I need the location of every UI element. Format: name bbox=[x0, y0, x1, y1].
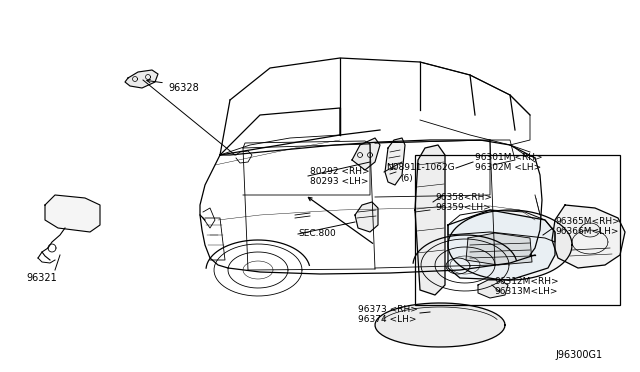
Polygon shape bbox=[466, 233, 532, 265]
Polygon shape bbox=[415, 145, 445, 295]
Text: 80293 <LH>: 80293 <LH> bbox=[310, 176, 369, 186]
Text: J96300G1: J96300G1 bbox=[555, 350, 602, 360]
Polygon shape bbox=[352, 138, 380, 170]
Text: 96301M <RH>: 96301M <RH> bbox=[475, 154, 543, 163]
Text: SEC.800: SEC.800 bbox=[298, 230, 336, 238]
Polygon shape bbox=[448, 210, 572, 280]
Text: 96321: 96321 bbox=[27, 273, 58, 283]
Text: 80292 <RH>: 80292 <RH> bbox=[310, 167, 370, 176]
Polygon shape bbox=[552, 205, 625, 268]
Text: N08911-1062G: N08911-1062G bbox=[386, 164, 454, 173]
Text: 96358<RH>: 96358<RH> bbox=[435, 193, 492, 202]
Polygon shape bbox=[385, 138, 405, 185]
Text: 96359<LH>: 96359<LH> bbox=[435, 203, 491, 212]
Text: 96374 <LH>: 96374 <LH> bbox=[358, 314, 417, 324]
Polygon shape bbox=[478, 280, 508, 298]
Polygon shape bbox=[448, 210, 555, 280]
Text: 96302M <LH>: 96302M <LH> bbox=[475, 164, 541, 173]
Text: 96365M<RH>: 96365M<RH> bbox=[555, 218, 620, 227]
Text: 96328: 96328 bbox=[168, 83, 199, 93]
Text: (6): (6) bbox=[400, 173, 413, 183]
Polygon shape bbox=[355, 202, 378, 232]
Text: 96366M<LH>: 96366M<LH> bbox=[555, 228, 618, 237]
Polygon shape bbox=[375, 303, 505, 347]
Text: 96313M<LH>: 96313M<LH> bbox=[494, 286, 557, 295]
Text: 96312M<RH>: 96312M<RH> bbox=[494, 276, 559, 285]
Bar bbox=[415, 155, 620, 305]
Polygon shape bbox=[45, 195, 100, 232]
Text: 96373 <RH>: 96373 <RH> bbox=[358, 305, 418, 314]
Polygon shape bbox=[125, 70, 158, 88]
